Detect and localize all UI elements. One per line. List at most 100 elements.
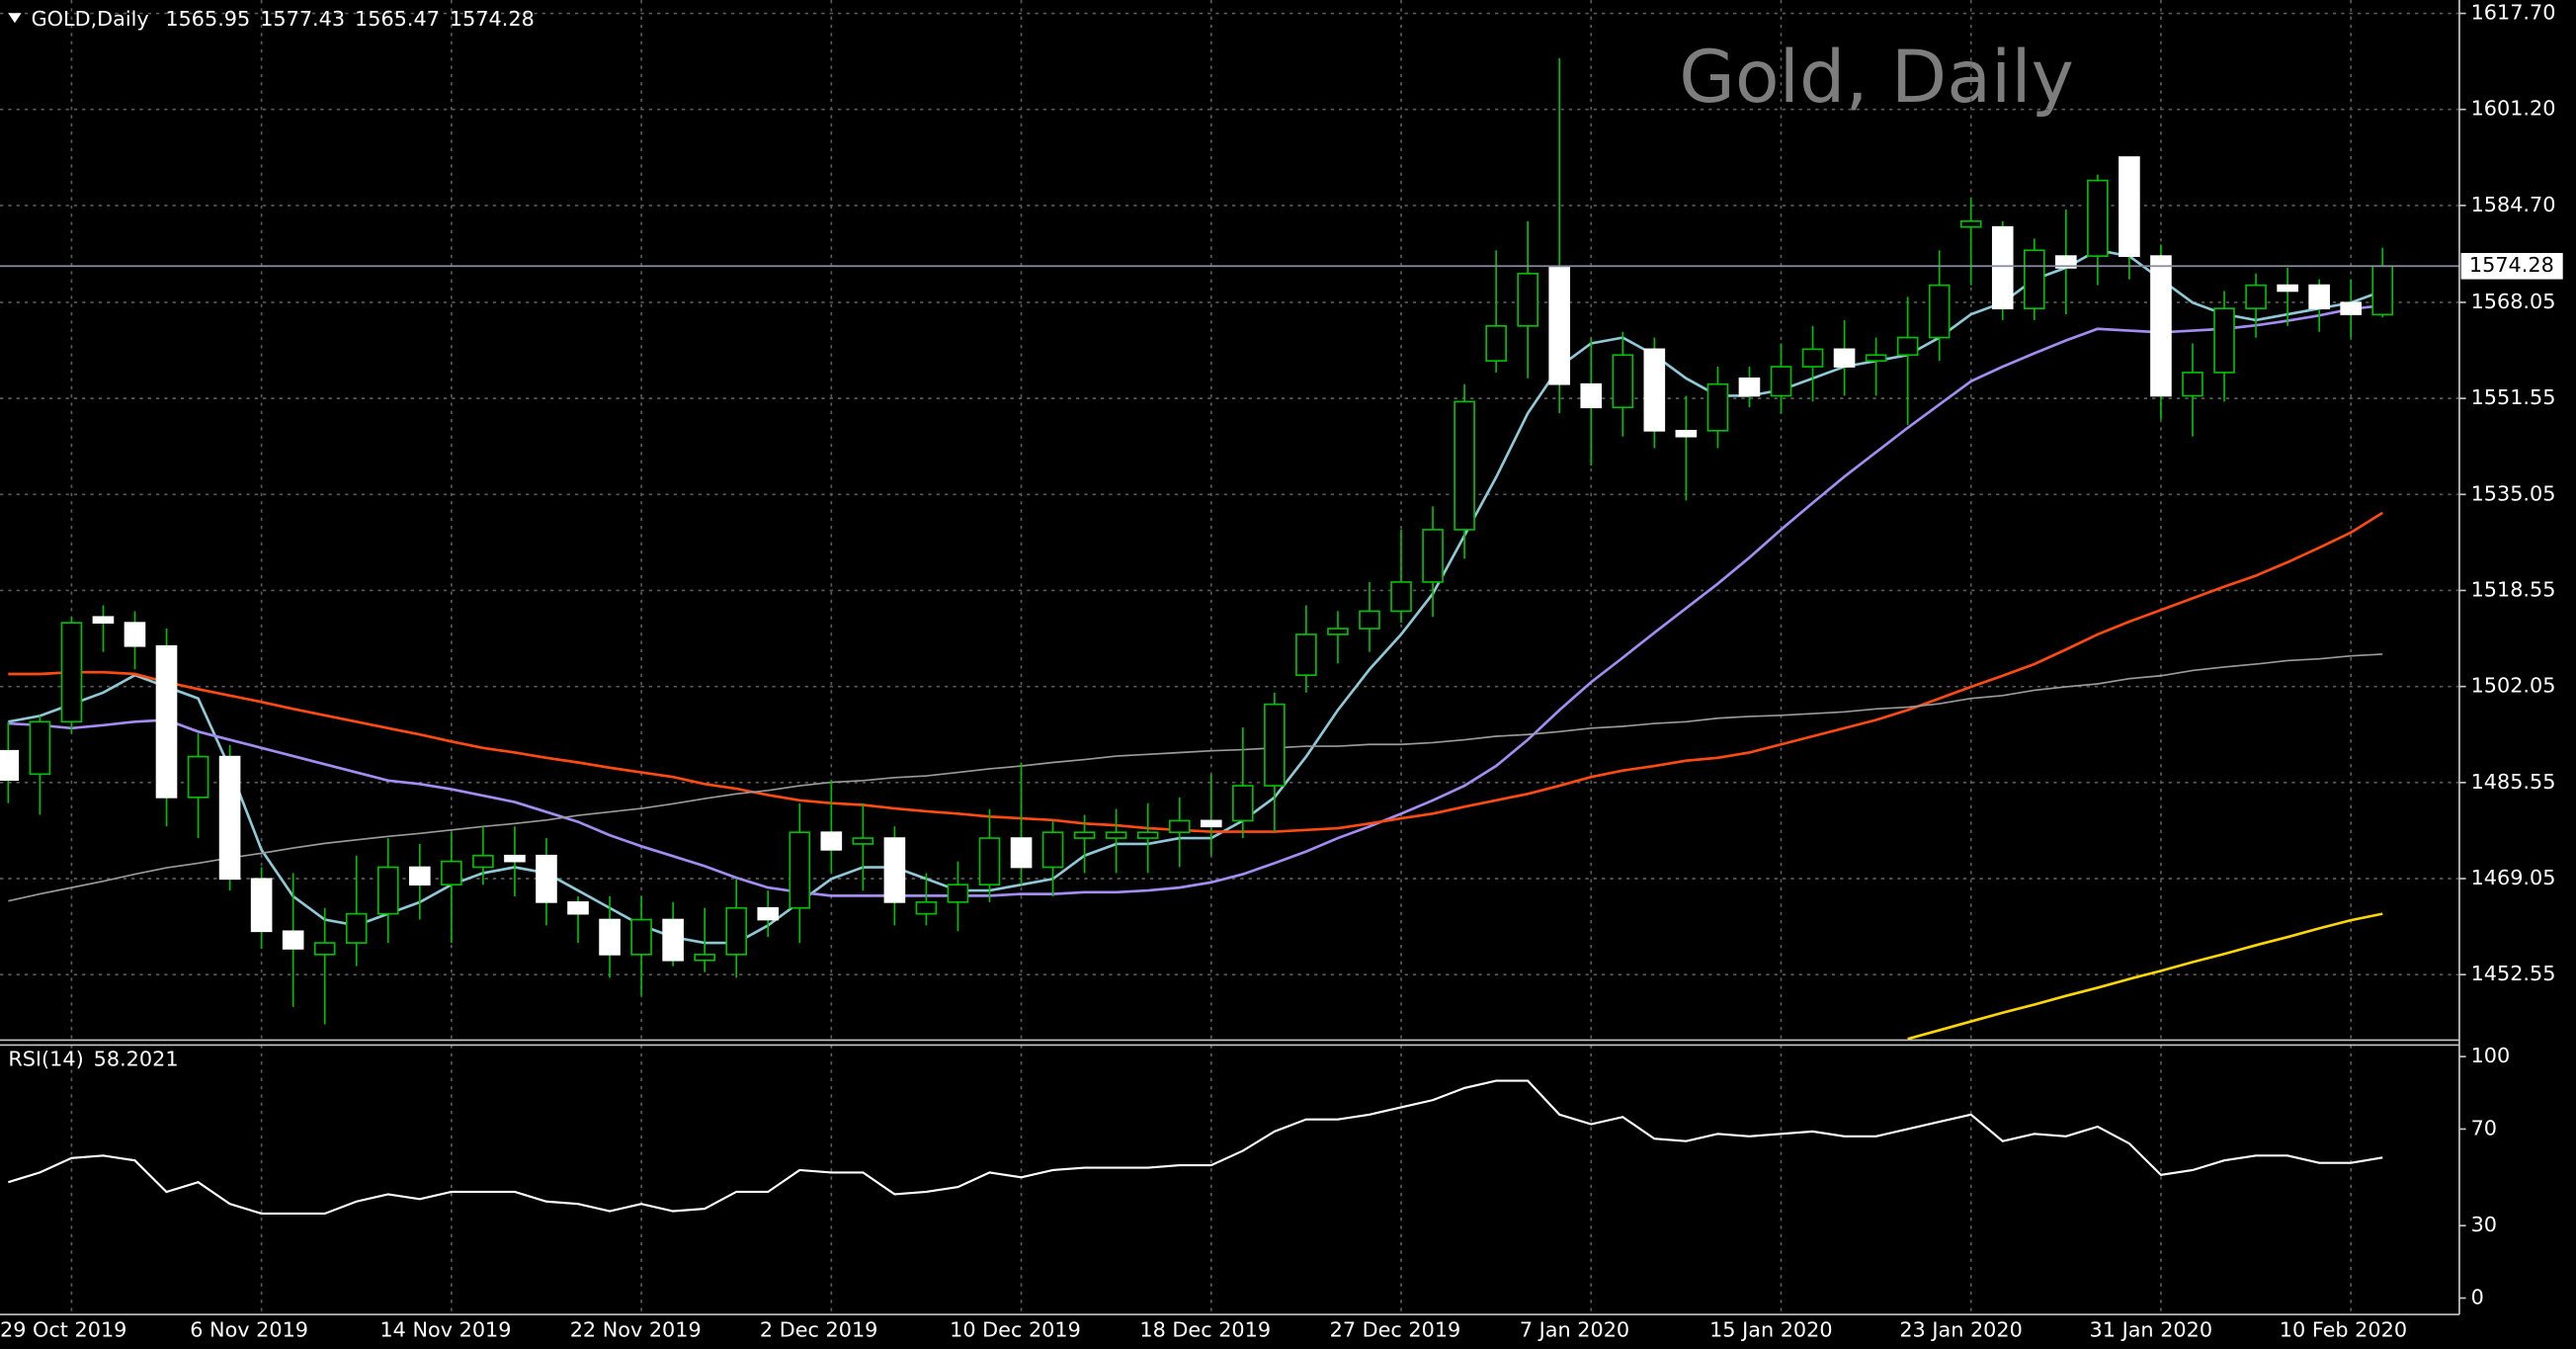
header-close: 1574.28	[450, 7, 535, 31]
candle-body	[1770, 366, 1792, 397]
candle-body	[630, 918, 652, 956]
candle-body	[1706, 382, 1729, 432]
rsi-current: 58.2021	[94, 1047, 179, 1070]
x-tick-label: 10 Feb 2020	[2280, 1318, 2407, 1342]
y-tick-label: 1469.05	[2471, 866, 2556, 889]
candle-body	[536, 854, 557, 903]
candle-body	[852, 837, 874, 845]
candle-body	[2087, 179, 2109, 257]
candle-body	[1136, 831, 1159, 839]
candle-body	[2150, 255, 2172, 397]
candle-body	[2371, 265, 2394, 316]
candle-body	[915, 901, 938, 915]
candle-body	[1105, 831, 1127, 839]
candle-body	[504, 854, 526, 863]
candle-body	[1200, 819, 1222, 828]
candle-body	[567, 901, 589, 915]
y-tick-label: 1518.55	[2471, 577, 2556, 601]
candle-body	[92, 616, 115, 624]
rsi-header: RSI(14) 58.2021	[8, 1047, 178, 1070]
candle-body	[1454, 400, 1475, 531]
candle-body	[947, 884, 969, 903]
candle-body	[155, 644, 178, 799]
current-price-box	[2460, 252, 2563, 280]
x-tick-label: 15 Jan 2020	[1709, 1318, 1832, 1342]
candle-body	[1896, 336, 1919, 357]
candle-body	[2023, 249, 2045, 309]
candle-body	[2340, 301, 2362, 315]
x-tick-label: 29 Oct 2019	[0, 1318, 126, 1342]
x-tick-label: 23 Jan 2020	[1899, 1318, 2022, 1342]
x-tick-label: 18 Dec 2019	[1139, 1318, 1271, 1342]
candle-body	[1485, 324, 1507, 362]
x-tick-label: 6 Nov 2019	[190, 1318, 308, 1342]
candle-body	[187, 755, 209, 799]
header-low: 1565.47	[355, 7, 440, 31]
candle-body	[662, 918, 684, 962]
candle-body	[757, 906, 780, 921]
x-tick-label: 2 Dec 2019	[760, 1318, 877, 1342]
candle-body	[1232, 785, 1254, 822]
watermark-title: Gold, Daily	[1679, 36, 2074, 120]
y-tick-label: 100	[2471, 1044, 2511, 1067]
indicator-line	[8, 653, 2383, 902]
candle-body	[2055, 255, 2077, 269]
candle-body	[978, 837, 1001, 886]
candle-body	[1928, 284, 1951, 339]
indicator-line	[8, 511, 2383, 833]
y-tick-label: 30	[2471, 1213, 2497, 1236]
candle-body	[282, 930, 304, 950]
candle-body	[1865, 354, 1887, 362]
header-open: 1565.95	[165, 7, 250, 31]
candle-body	[441, 860, 462, 886]
y-tick-label: 1617.70	[2471, 1, 2556, 25]
candle-body	[1991, 225, 2014, 309]
candle-body	[2308, 284, 2330, 309]
candle-body	[1643, 348, 1666, 432]
candle-body	[218, 755, 241, 881]
candle-body	[1548, 267, 1571, 385]
candle-body	[345, 912, 368, 944]
y-tick-label: 1452.55	[2471, 962, 2556, 985]
indicator-line	[8, 248, 2383, 945]
candle-body	[1738, 377, 1761, 397]
y-tick-label: 1535.05	[2471, 481, 2556, 505]
candle-body	[599, 918, 621, 956]
candle-body	[1959, 219, 1982, 228]
candle-body	[1675, 429, 1698, 438]
candle-body	[1801, 348, 1824, 368]
candle-body	[250, 878, 273, 933]
symbol: GOLD,Daily	[32, 7, 149, 31]
candle-body	[2245, 284, 2267, 309]
candle-body	[1295, 633, 1317, 676]
rsi-title: RSI(14)	[8, 1047, 83, 1070]
candle-body	[409, 866, 431, 886]
candle-body	[1612, 354, 1634, 409]
candle-body	[313, 942, 336, 956]
indicator-line	[7, 1079, 2383, 1216]
x-tick-label: 10 Dec 2019	[950, 1318, 1081, 1342]
y-tick-label: 1551.55	[2471, 385, 2556, 409]
candle-body	[1517, 272, 1538, 327]
x-tick-label: 27 Dec 2019	[1330, 1318, 1461, 1342]
y-tick-label: 1502.05	[2471, 674, 2556, 698]
header-high: 1577.43	[260, 7, 345, 31]
indicator-line	[1907, 912, 2383, 1041]
y-tick-label: 1485.55	[2471, 770, 2556, 794]
candle-body	[472, 854, 494, 869]
candle-body	[2119, 156, 2140, 257]
candle-body	[1073, 831, 1096, 839]
current-price-label: 1574.28	[2469, 253, 2554, 277]
candle-body	[1168, 819, 1191, 834]
candle-body	[1010, 837, 1033, 869]
x-tick-label: 7 Jan 2020	[1520, 1318, 1629, 1342]
candle-body	[820, 831, 843, 851]
candle-body	[1327, 628, 1349, 635]
y-tick-label: 1568.05	[2471, 290, 2556, 313]
candle-body	[60, 622, 83, 723]
candle-body	[1833, 348, 1856, 368]
candle-body	[789, 831, 811, 909]
